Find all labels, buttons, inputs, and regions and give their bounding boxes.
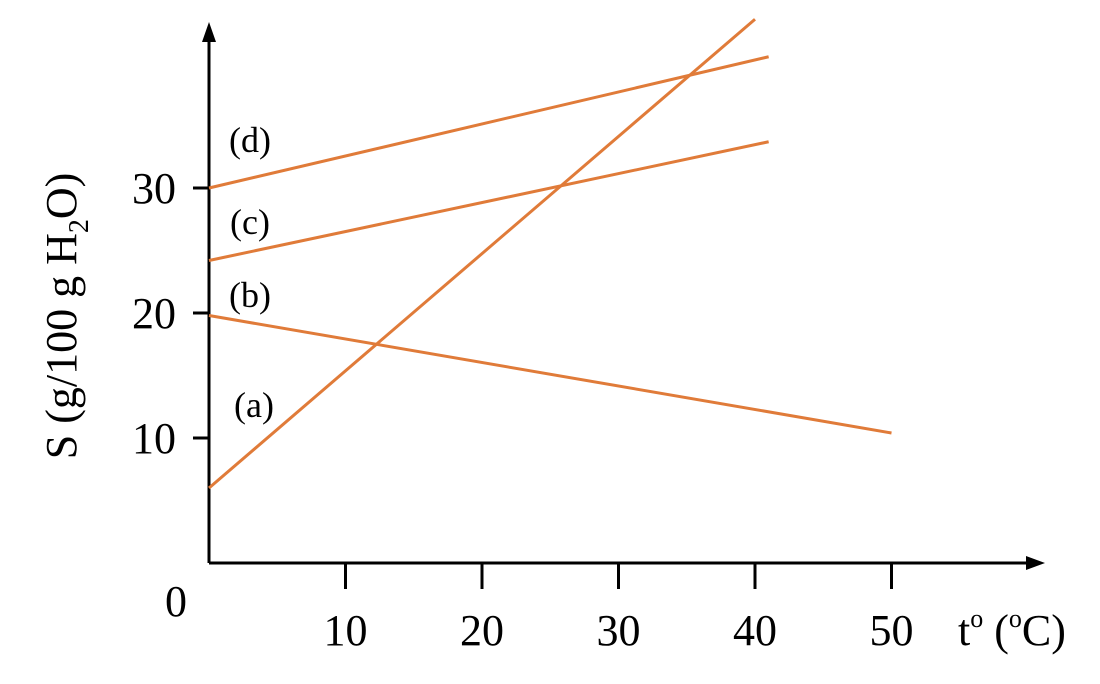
x-tick-label: 10 xyxy=(324,606,368,655)
x-tick-label: 30 xyxy=(597,606,641,655)
y-tick-label: 10 xyxy=(132,414,176,463)
x-axis-label-sup: o xyxy=(970,604,983,633)
y-axis-label-suffix: O) xyxy=(37,173,86,219)
x-axis-label-var: t xyxy=(958,606,970,655)
origin-label: 0 xyxy=(165,577,187,626)
y-tick-label: 20 xyxy=(132,289,176,338)
series-line-b xyxy=(208,314,892,435)
y-axis-label-sub: 2 xyxy=(64,219,95,233)
y-tick-label: 30 xyxy=(132,164,176,213)
series-line-c xyxy=(208,140,769,262)
series-line-a xyxy=(208,18,756,490)
y-axis-label: S (g/100 g H2O) xyxy=(37,173,95,460)
series-label-a: (a) xyxy=(234,385,274,425)
series-layer xyxy=(208,18,892,490)
x-axis-label-unit: C) xyxy=(1022,606,1066,655)
series-label-c: (c) xyxy=(230,202,270,242)
series-labels-layer: (a) (b) (c) (d) xyxy=(229,120,274,425)
x-axis-arrow xyxy=(1026,556,1045,570)
x-tick-label: 50 xyxy=(870,606,914,655)
x-axis-label-open: ( xyxy=(983,606,1009,655)
series-label-d: (d) xyxy=(229,120,271,160)
x-axis-label: to (oC) xyxy=(958,604,1066,655)
y-axis-label-prefix: S (g/100 g H xyxy=(37,233,86,459)
x-tick-label: 40 xyxy=(733,606,777,655)
series-line-d xyxy=(208,55,769,190)
ticks-layer: 10 20 30 40 50 10 20 30 xyxy=(132,164,914,655)
x-tick-label: 20 xyxy=(460,606,504,655)
x-axis-label-unit-sup: o xyxy=(1009,604,1022,633)
y-axis-arrow xyxy=(202,22,216,42)
series-label-b: (b) xyxy=(229,275,271,315)
